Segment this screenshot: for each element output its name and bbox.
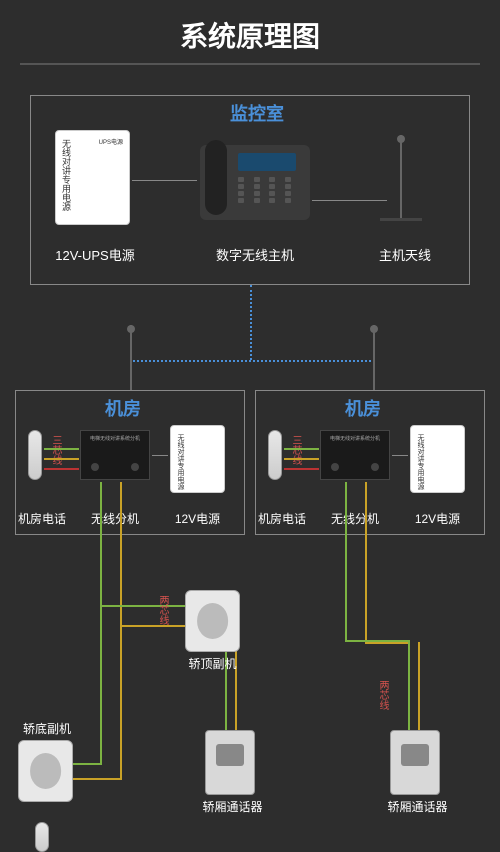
room1-power-label: 12V电源	[165, 510, 230, 527]
antenna-label: 主机天线	[365, 245, 445, 264]
room2-phone	[268, 430, 282, 480]
ups-device: 无线对讲专用电源 UPS电源	[55, 130, 130, 225]
room1-ext: 电梯无线对讲系统分机	[80, 430, 150, 480]
room1-phone	[28, 430, 42, 480]
host-label: 数字无线主机	[200, 245, 310, 264]
ups-label: 12V-UPS电源	[45, 245, 145, 264]
monitor-room-label: 监控室	[230, 100, 284, 126]
car-intercom-2	[390, 730, 440, 795]
machine-room-1-label: 机房	[105, 395, 141, 421]
car-bottom-speaker	[18, 740, 73, 802]
bottom-handset	[35, 822, 49, 852]
room1-antenna	[130, 325, 132, 390]
car-wire-label-1: 两芯线	[155, 595, 170, 625]
room2-phone-label: 机房电话	[252, 510, 312, 527]
room1-power: 无线对讲专用电源	[170, 425, 225, 493]
host-antenna	[400, 135, 402, 220]
line-yellow-2	[365, 482, 367, 642]
car-top-speaker	[185, 590, 240, 652]
signal-line-down	[250, 285, 252, 360]
car-intercom-2-label: 轿厢通话器	[380, 798, 455, 815]
diagram-title: 系统原理图	[20, 0, 480, 65]
line-green-2	[345, 482, 347, 642]
signal-line-split	[130, 360, 375, 362]
room2-antenna	[373, 325, 375, 390]
room1-phone-label: 机房电话	[12, 510, 72, 527]
car-intercom-1	[205, 730, 255, 795]
car-bottom-label: 轿底副机	[12, 720, 82, 737]
car-wire-label-2: 两芯线	[375, 680, 390, 710]
room2-ext-label: 无线分机	[320, 510, 390, 527]
room2-power-label: 12V电源	[405, 510, 470, 527]
room2-ext: 电梯无线对讲系统分机	[320, 430, 390, 480]
car-intercom-1-label: 轿厢通话器	[195, 798, 270, 815]
room2-wire-label: 三芯线	[288, 435, 303, 465]
ups-side-text: 无线对讲专用电源	[60, 139, 73, 211]
car-top-label: 轿顶副机	[180, 655, 245, 672]
room1-ext-label: 无线分机	[80, 510, 150, 527]
room2-power: 无线对讲专用电源	[410, 425, 465, 493]
room1-wire-label: 三芯线	[48, 435, 63, 465]
machine-room-2-label: 机房	[345, 395, 381, 421]
